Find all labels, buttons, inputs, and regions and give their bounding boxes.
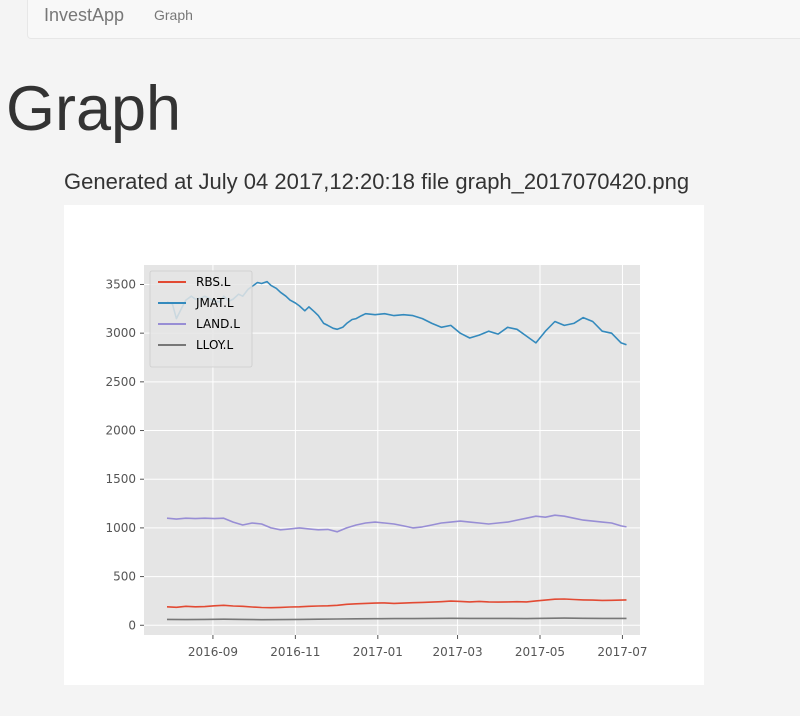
y-tick-label: 0 bbox=[128, 618, 136, 632]
graph-image: 0 500 1000 1500 2000 2500 3000 3500 2016-09 2016-… bbox=[64, 205, 704, 685]
legend-label: LAND.L bbox=[196, 317, 240, 331]
y-tick-label: 2500 bbox=[105, 375, 136, 389]
y-tick-label: 3500 bbox=[105, 277, 136, 291]
x-tick-label: 2016-11 bbox=[270, 645, 320, 659]
nav-link-graph[interactable]: Graph bbox=[154, 7, 193, 23]
y-tick-label: 3000 bbox=[105, 326, 136, 340]
page-title: Graph bbox=[6, 74, 182, 144]
series-line-land-l bbox=[166, 514, 627, 533]
x-tick-label: 2017-07 bbox=[597, 645, 647, 659]
y-tick-label: 1000 bbox=[105, 521, 136, 535]
x-tick-label: 2017-03 bbox=[432, 645, 482, 659]
legend-box bbox=[149, 270, 253, 368]
legend-label: RBS.L bbox=[196, 275, 231, 289]
graph-caption: Generated at July 04 2017,12:20:18 file … bbox=[64, 169, 690, 194]
line-chart: 0 500 1000 1500 2000 2500 3000 3500 2016-09 2016-… bbox=[105, 265, 648, 659]
series-line-lloy-l bbox=[166, 617, 627, 621]
legend-label: LLOY.L bbox=[196, 338, 233, 352]
x-tick-label: 2017-05 bbox=[515, 645, 565, 659]
y-tick-label: 1500 bbox=[105, 472, 136, 486]
brand-link[interactable]: InvestApp bbox=[44, 5, 125, 25]
x-tick-label: 2016-09 bbox=[188, 645, 238, 659]
series-line-rbs-l bbox=[166, 598, 627, 609]
navbar: InvestApp Graph bbox=[27, 0, 800, 39]
legend-label: JMAT.L bbox=[195, 296, 234, 310]
x-tick-label: 2017-01 bbox=[353, 645, 403, 659]
y-tick-label: 500 bbox=[113, 570, 136, 584]
y-tick-label: 2000 bbox=[105, 424, 136, 438]
